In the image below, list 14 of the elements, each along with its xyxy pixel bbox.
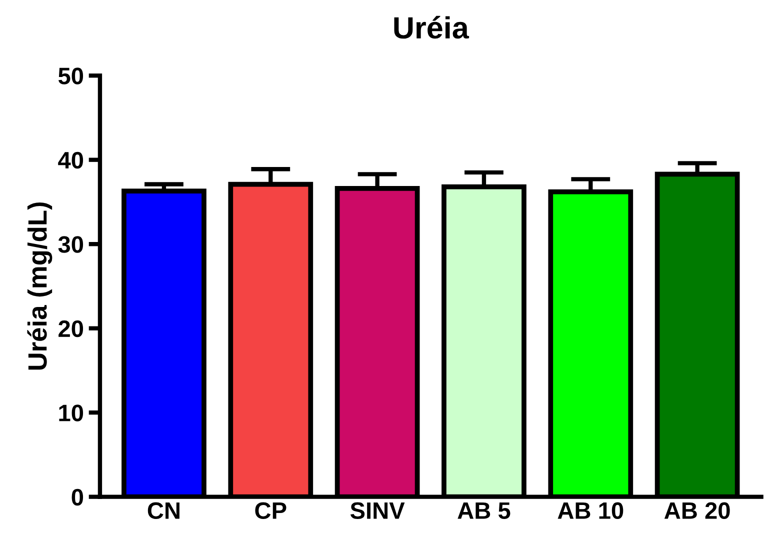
y-tick-label: 20: [58, 320, 84, 338]
x-tick-label: CN: [148, 502, 180, 520]
x-tick-label: AB 5: [458, 502, 510, 520]
y-axis-title: Uréia (mg/dL): [27, 202, 52, 370]
chart-title: Uréia: [394, 16, 470, 39]
x-tick-label: CP: [255, 502, 286, 520]
y-tick-label: 0: [72, 488, 84, 506]
x-tick-label: AB 10: [558, 502, 624, 520]
y-tick-label: 50: [58, 68, 84, 84]
x-tick-label: AB 20: [664, 502, 730, 520]
y-tick-label: 30: [58, 236, 84, 253]
y-tick-label: 40: [58, 152, 84, 169]
y-tick-label: 10: [59, 404, 84, 422]
x-tick-label: SINV: [350, 502, 405, 520]
